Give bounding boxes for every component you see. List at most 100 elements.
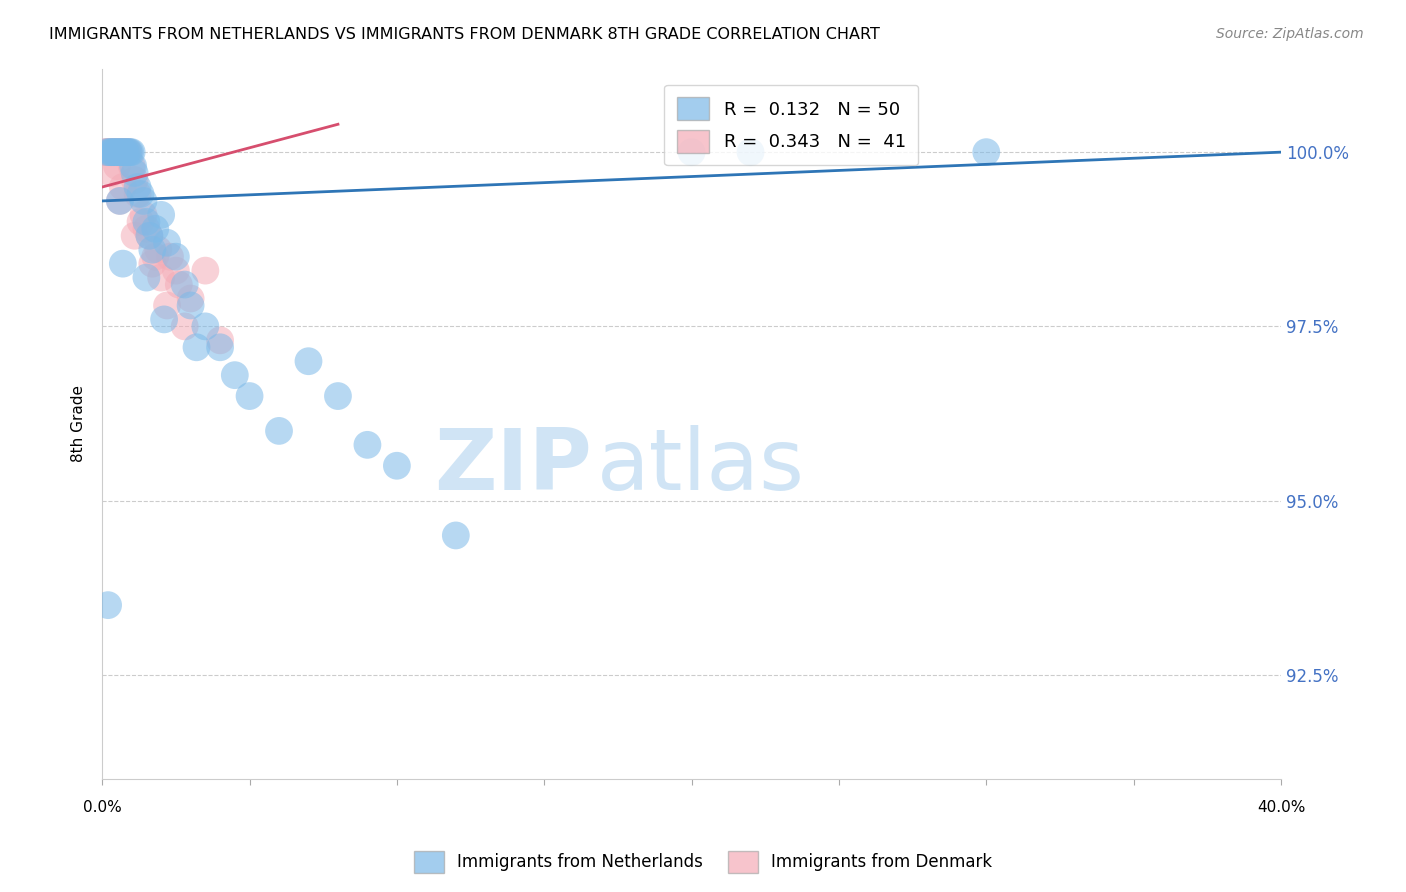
- Point: [122, 159, 145, 173]
- Point: [141, 243, 163, 257]
- Point: [297, 354, 319, 368]
- Point: [132, 208, 155, 222]
- Legend: Immigrants from Netherlands, Immigrants from Denmark: Immigrants from Netherlands, Immigrants …: [406, 845, 1000, 880]
- Point: [100, 145, 122, 160]
- Point: [148, 243, 170, 257]
- Point: [110, 145, 132, 160]
- Point: [101, 145, 124, 160]
- Point: [124, 173, 146, 187]
- Point: [129, 215, 152, 229]
- Point: [165, 263, 187, 277]
- Point: [740, 145, 762, 160]
- Point: [100, 166, 122, 180]
- Point: [108, 145, 131, 160]
- Point: [167, 277, 190, 292]
- Point: [120, 145, 142, 160]
- Point: [444, 528, 467, 542]
- Point: [150, 270, 173, 285]
- Point: [143, 222, 166, 236]
- Point: [97, 145, 120, 160]
- Point: [112, 145, 135, 160]
- Point: [117, 145, 139, 160]
- Point: [105, 159, 128, 173]
- Point: [108, 194, 131, 208]
- Point: [114, 145, 136, 160]
- Point: [111, 145, 134, 160]
- Point: [121, 159, 143, 173]
- Point: [114, 145, 136, 160]
- Point: [209, 340, 232, 354]
- Point: [129, 186, 152, 201]
- Point: [156, 235, 179, 250]
- Point: [224, 368, 246, 383]
- Point: [156, 298, 179, 312]
- Point: [153, 312, 176, 326]
- Point: [104, 145, 127, 160]
- Text: atlas: atlas: [598, 425, 806, 508]
- Point: [118, 145, 141, 160]
- Point: [121, 145, 143, 160]
- Point: [108, 194, 131, 208]
- Point: [385, 458, 408, 473]
- Point: [143, 250, 166, 264]
- Text: ZIP: ZIP: [433, 425, 592, 508]
- Legend: R =  0.132   N = 50, R =  0.343   N =  41: R = 0.132 N = 50, R = 0.343 N = 41: [664, 85, 918, 165]
- Point: [173, 319, 195, 334]
- Point: [138, 228, 160, 243]
- Point: [132, 194, 155, 208]
- Point: [267, 424, 290, 438]
- Point: [127, 180, 149, 194]
- Point: [105, 145, 128, 160]
- Point: [194, 319, 217, 334]
- Point: [100, 145, 122, 160]
- Point: [112, 145, 135, 160]
- Point: [117, 145, 139, 160]
- Point: [135, 270, 157, 285]
- Point: [194, 263, 217, 277]
- Point: [135, 222, 157, 236]
- Point: [101, 145, 124, 160]
- Point: [150, 208, 173, 222]
- Point: [141, 257, 163, 271]
- Y-axis label: 8th Grade: 8th Grade: [72, 385, 86, 462]
- Point: [111, 145, 134, 160]
- Point: [94, 145, 117, 160]
- Point: [326, 389, 349, 403]
- Point: [356, 438, 378, 452]
- Point: [107, 145, 129, 160]
- Point: [173, 277, 195, 292]
- Point: [108, 145, 131, 160]
- Point: [180, 298, 202, 312]
- Point: [165, 250, 187, 264]
- Text: 0.0%: 0.0%: [83, 800, 121, 815]
- Point: [104, 145, 127, 160]
- Point: [98, 145, 121, 160]
- Point: [111, 257, 134, 271]
- Text: IMMIGRANTS FROM NETHERLANDS VS IMMIGRANTS FROM DENMARK 8TH GRADE CORRELATION CHA: IMMIGRANTS FROM NETHERLANDS VS IMMIGRANT…: [49, 27, 880, 42]
- Point: [209, 334, 232, 348]
- Point: [97, 598, 120, 612]
- Point: [103, 145, 125, 160]
- Point: [974, 145, 997, 160]
- Point: [180, 292, 202, 306]
- Point: [96, 145, 118, 160]
- Point: [107, 145, 129, 160]
- Point: [127, 186, 149, 201]
- Point: [96, 145, 118, 160]
- Point: [681, 145, 703, 160]
- Point: [124, 228, 146, 243]
- Point: [238, 389, 260, 403]
- Point: [103, 145, 125, 160]
- Point: [124, 166, 146, 180]
- Point: [110, 145, 132, 160]
- Point: [186, 340, 208, 354]
- Point: [159, 250, 181, 264]
- Point: [105, 145, 128, 160]
- Text: Source: ZipAtlas.com: Source: ZipAtlas.com: [1216, 27, 1364, 41]
- Point: [98, 145, 121, 160]
- Text: 40.0%: 40.0%: [1257, 800, 1305, 815]
- Point: [111, 180, 134, 194]
- Point: [138, 228, 160, 243]
- Point: [118, 145, 141, 160]
- Point: [135, 215, 157, 229]
